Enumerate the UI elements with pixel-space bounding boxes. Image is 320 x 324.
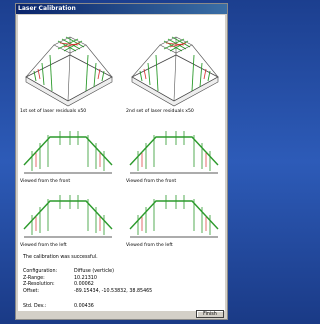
detail-label: Configuration: (23, 269, 57, 274)
detail-value: 0.00062 (74, 282, 94, 287)
profile-plot (126, 123, 223, 177)
dialog: Laser Calibration 1st set of laser resid… (15, 3, 228, 320)
title-bar: Laser Calibration (16, 4, 227, 14)
caption: Viewed from the left (20, 243, 117, 248)
profile-plot (20, 187, 117, 241)
detail-label: Z-Range: (23, 276, 45, 281)
detail-label: Z-Resolution: (23, 282, 55, 287)
finish-button[interactable]: Finish (196, 310, 224, 318)
caption: 1st set of laser residuals x50 (20, 109, 117, 114)
figure: Viewed from the front (20, 123, 117, 184)
figure: Viewed from the front (126, 123, 223, 184)
profile-plot (126, 187, 223, 241)
screen: Laser Calibration 1st set of laser resid… (0, 0, 243, 324)
caption: 2nd set of laser residuals x50 (126, 109, 223, 114)
content-panel: 1st set of laser residuals x50 2nd set o… (18, 15, 225, 311)
detail-value: Diffuse (verticle) (74, 269, 114, 274)
pyramid-plot (20, 19, 117, 107)
caption: Viewed from the left (126, 243, 223, 248)
detail-label: Offset: (23, 289, 39, 294)
detail-value: -89.15434, -10.53832, 38.85465 (74, 289, 152, 294)
figure: Viewed from the left (20, 187, 117, 248)
detail-label: Std. Dev.: (23, 304, 46, 309)
figure: 2nd set of laser residuals x50 (126, 19, 223, 114)
status-text: The calibration was successful. (23, 255, 98, 260)
detail-value: 10.21310 (74, 276, 97, 281)
detail-value: 0.00436 (74, 304, 94, 309)
pyramid-plot (126, 19, 223, 107)
caption: Viewed from the front (126, 179, 223, 184)
figure: 1st set of laser residuals x50 (20, 19, 117, 114)
figure: Viewed from the left (126, 187, 223, 248)
caption: Viewed from the front (20, 179, 117, 184)
profile-plot (20, 123, 117, 177)
